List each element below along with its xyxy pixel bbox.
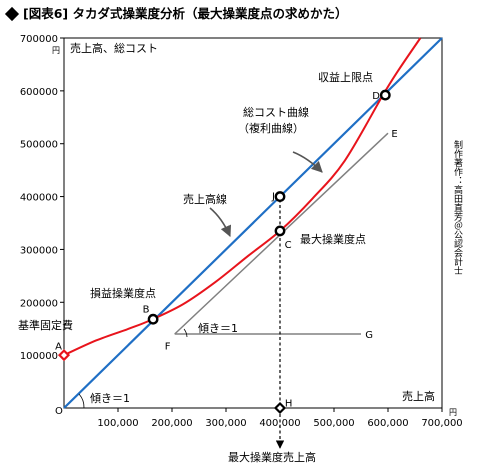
point-label-F: F [165,342,171,353]
chart-title: [図表6] タカダ式操業度分析（最大操業度点の求めかた） [4,3,347,22]
marker-D [379,89,391,101]
point-label-E: E [391,129,397,140]
point-label-G: G [365,330,373,341]
chart-title-text: [図表6] タカダ式操業度分析（最大操業度点の求めかた） [23,6,348,21]
point-label-B: B [143,305,150,316]
y-tick-label: 100000 [20,351,58,362]
point-label-A: A [55,342,62,353]
x-tick-label: 400,000 [259,418,300,429]
x-axis-label: 売上高 [402,389,435,403]
arrow-to-sales-line [209,207,232,238]
point-markers [57,89,391,415]
marker-J [274,191,286,202]
y-tick-label: 600000 [20,87,58,98]
marker-H [273,401,287,415]
x-tick-label: 600,000 [367,418,408,429]
label-total-cost-curve: 総コスト曲線 [243,105,309,119]
y-tick-label: 200000 [20,298,58,309]
x-tick-label: 700,000 [421,418,462,429]
author-credit: 制作著作：高田直芳＠公認会計士 [452,139,463,275]
label-fixed-cost: 基準固定費 [18,318,73,332]
label-slope-fg: 傾き＝1 [198,321,238,335]
x-tick-label: 500,000 [313,418,354,429]
label-max-operation-sales: 最大操業度売上高 [228,450,316,464]
point-label-H: H [285,399,293,410]
x-axis-unit: 円 [449,408,457,417]
slope-arc-f [183,328,188,338]
marker-A [57,349,71,362]
label-compound-curve: （複利曲線） [238,121,304,135]
y-tick-label: 300000 [20,245,58,256]
label-break-even: 損益操業度点 [90,286,156,300]
label-sales-line: 売上高線 [183,192,227,206]
label-profit-limit: 収益上限点 [318,70,373,84]
y-tick-label: 700000 [20,34,58,45]
y-axis-label: 売上高、総コスト [70,41,158,55]
y-tick-label: 400000 [20,193,58,204]
marker-B [147,313,159,325]
x-axis-ticks: 100,000 200,000 300,000 400,000 500,000 600,0… [97,408,463,429]
sales-line [63,37,443,409]
y-axis-ticks: 100000 200000 300000 400000 500000 600000 7000… [20,34,64,362]
label-max-operation: 最大操業度点 [300,232,366,246]
y-axis-unit: 円 [52,46,60,55]
label-slope-origin: 傾き＝1 [90,391,130,405]
marker-C [274,225,286,237]
origin-label: O [55,406,63,417]
x-tick-label: 100,000 [97,418,138,429]
slope-arc-origin [78,393,85,409]
x-tick-label: 300,000 [205,418,246,429]
point-labels: A B C D E F G H J [55,91,397,410]
point-label-C: C [285,240,292,251]
point-label-J: J [271,192,275,203]
x-tick-label: 200,000 [151,418,192,429]
arrow-to-cost-curve [292,151,323,173]
point-label-D: D [372,91,380,102]
y-tick-label: 500000 [20,140,58,151]
